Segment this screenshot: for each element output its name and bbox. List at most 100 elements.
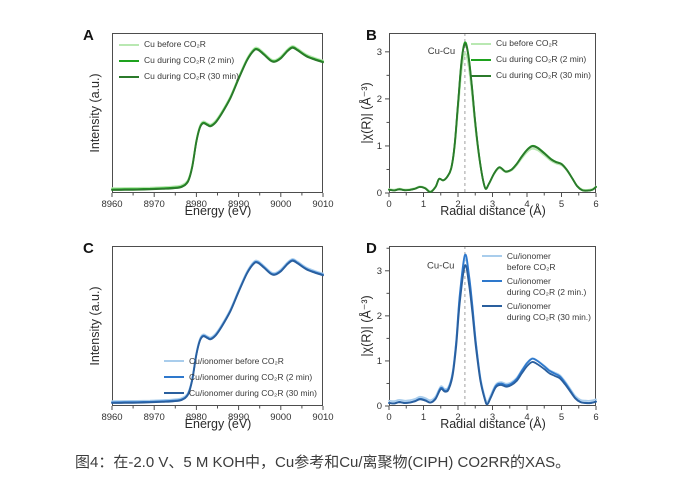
legend-swatch [481,280,502,283]
svg-text:1: 1 [421,412,426,423]
plot-frame [389,246,596,406]
legend-item: Cu/ionomer during CO₂R (30 min.) [481,301,591,323]
panel-letter-d: D [366,240,377,257]
svg-text:8960: 8960 [101,412,122,423]
legend-label: Cu/ionomer during CO₂R (2 min) [188,371,313,382]
legend-label: Cu/ionomer during CO₂R (30 min) [188,387,317,398]
legend-swatch [481,305,502,308]
svg-text:3: 3 [377,47,382,58]
legend-swatch [119,59,139,62]
chart-svg-C: 8960 8970 8980 8990 9000 9010 [101,246,334,423]
svg-text:1: 1 [377,141,382,152]
legend-item: Cu during CO₂R (2 min) [119,55,239,66]
legend-swatch [163,392,184,395]
legend-label: Cu during CO₂R (30 min) [496,70,591,81]
svg-text:0: 0 [386,412,391,423]
legend-swatch [471,42,492,45]
y-axis-label-d: |χ(R)| (Å⁻³) [359,295,374,357]
legend-item: Cu during CO₂R (30 min) [471,70,591,81]
svg-text:3: 3 [490,412,495,423]
legend-item: Cu/ionomer during CO₂R (2 min.) [481,276,591,298]
series-line [388,42,597,193]
plot-area-a: 8960 8970 8980 8990 9000 9010 Cu before CO₂R Cu… [101,33,334,210]
svg-text:6: 6 [593,412,598,423]
legend: Cu before CO₂R Cu during CO₂R (2 min) Cu d… [471,38,591,81]
svg-text:4: 4 [524,199,529,210]
series-line [388,264,597,406]
legend-swatch [471,74,492,77]
svg-text:8980: 8980 [186,199,207,210]
plot-frame [389,33,596,193]
legend-swatch [163,360,184,363]
svg-text:1: 1 [421,199,426,210]
panel-letter-b: B [366,27,377,44]
chart-svg-B: 0 1 2 3 4 5 6 0 1 2 3 Cu-Cu [377,33,599,210]
svg-text:4: 4 [524,412,529,423]
svg-text:0: 0 [377,188,382,199]
svg-text:0: 0 [386,199,391,210]
plot-frame [112,246,323,406]
legend-label: Cu during CO₂R (30 min) [144,71,239,82]
plot-area-c: 8960 8970 8980 8990 9000 9010 Cu/ionomer befor… [101,246,334,423]
legend-item: Cu/ionomer during CO₂R (2 min) [163,371,317,383]
svg-text:9000: 9000 [270,412,291,423]
y-axis-label-a: Intensity (a.u.) [88,73,102,153]
legend-item: Cu before CO₂R [471,38,591,49]
legend-label: Cu/ionomer before CO₂R [506,251,556,273]
legend-item: Cu before CO₂R [119,39,239,50]
legend-swatch [471,58,492,61]
figure-caption: 图4：在-2.0 V、5 M KOH中，Cu参考和Cu/离聚物(CIPH) CO… [75,454,571,471]
svg-text:9010: 9010 [312,412,333,423]
legend-item: Cu during CO₂R (2 min) [471,54,591,65]
plot-frame [112,33,323,193]
svg-text:8970: 8970 [144,412,165,423]
plot-area-b: 0 1 2 3 4 5 6 0 1 2 3 Cu-Cu Cu before CO₂R Cu during … [377,33,599,210]
svg-text:2: 2 [455,412,460,423]
axis-ticks: 8960 8970 8980 8990 9000 9010 [101,193,334,210]
axis-ticks: 8960 8970 8980 8990 9000 9010 [101,406,334,423]
legend-swatch [481,255,502,257]
legend-swatch [119,75,139,78]
svg-text:3: 3 [377,266,382,277]
legend-item: Cu during CO₂R (30 min) [119,71,239,82]
series-line [111,46,324,191]
svg-text:3: 3 [490,199,495,210]
peak-annotation: Cu-Cu [427,261,454,272]
svg-text:8980: 8980 [186,412,207,423]
legend-swatch [119,43,139,46]
legend-swatch [163,376,184,379]
legend: Cu/ionomer before CO₂R Cu/ionomer during CO… [481,251,591,323]
svg-text:0: 0 [377,401,382,412]
legend-label: Cu/ionomer during CO₂R (2 min.) [506,276,587,298]
axis-ticks: 0 1 2 3 4 5 6 0 1 2 3 [377,247,599,423]
peak-annotation: Cu-Cu [428,46,455,57]
y-axis-label-c: Intensity (a.u.) [88,286,102,366]
legend-item: Cu/ionomer during CO₂R (30 min) [163,387,317,399]
svg-text:8970: 8970 [144,199,165,210]
legend: Cu before CO₂R Cu during CO₂R (2 min) Cu d… [119,39,239,82]
legend-item: Cu/ionomer before CO₂R [481,251,591,273]
x-axis-label-d: Radial distance (Å) [440,417,546,431]
svg-text:5: 5 [559,412,564,423]
legend-label: Cu before CO₂R [144,39,206,49]
svg-text:9000: 9000 [270,199,291,210]
svg-text:5: 5 [559,199,564,210]
legend-item: Cu/ionomer before CO₂R [163,355,317,367]
legend-label: Cu/ionomer during CO₂R (30 min.) [506,301,591,323]
x-axis-label-b: Radial distance (Å) [440,204,546,218]
chart-svg-D: 0 1 2 3 4 5 6 0 1 2 3 Cu-Cu [377,246,599,423]
y-axis-label-b: |χ(R)| (Å⁻³) [359,82,374,144]
legend-label: Cu during CO₂R (2 min) [496,54,587,65]
legend-label: Cu during CO₂R (2 min) [144,55,235,66]
axis-ticks: 0 1 2 3 4 5 6 0 1 2 3 [377,47,599,210]
panel-letter-a: A [83,27,94,44]
legend: Cu/ionomer before CO₂R Cu/ionomer during … [163,355,317,399]
svg-text:1: 1 [377,356,382,367]
legend-label: Cu/ionomer before CO₂R [188,355,284,366]
panel-letter-c: C [83,240,94,257]
chart-svg-A: 8960 8970 8980 8990 9000 9010 [101,33,334,210]
svg-text:6: 6 [593,199,598,210]
svg-text:2: 2 [377,311,382,322]
series-line [111,259,324,404]
svg-text:2: 2 [455,199,460,210]
